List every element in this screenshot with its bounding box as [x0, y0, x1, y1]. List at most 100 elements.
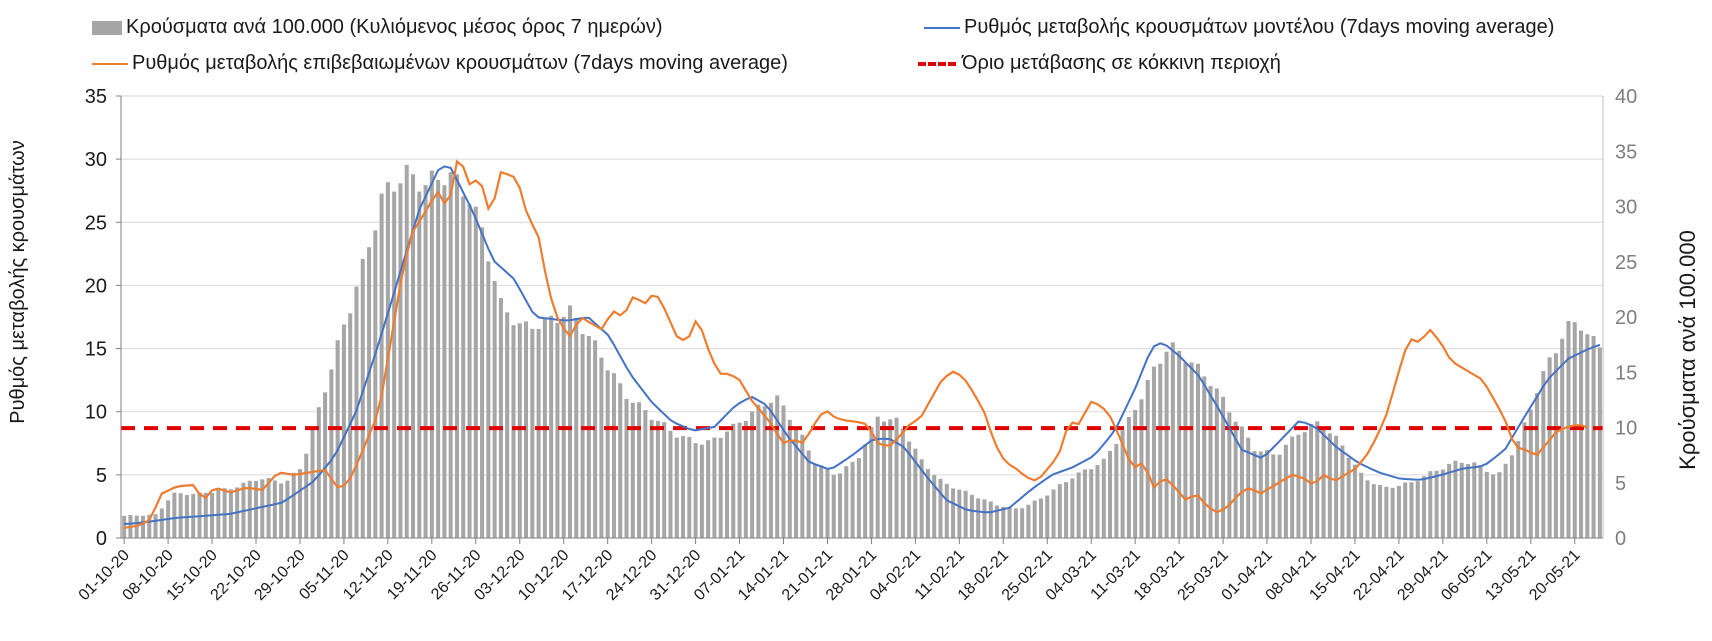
bar [881, 421, 886, 538]
line-series [123, 159, 1601, 529]
bar [1258, 451, 1263, 538]
bar [1277, 454, 1282, 538]
bar [1183, 362, 1188, 538]
left-y-tick-label: 20 [85, 275, 107, 297]
bar [1158, 363, 1163, 538]
bar [750, 411, 755, 538]
bar [1327, 433, 1332, 538]
bar [649, 419, 654, 538]
bar [580, 334, 585, 538]
bar [932, 475, 937, 538]
bar [712, 437, 717, 538]
bar [285, 480, 290, 538]
bar [1145, 379, 1150, 538]
bar [1541, 371, 1546, 538]
bar [511, 325, 516, 538]
bar [373, 230, 378, 538]
left-y-tick-label: 5 [96, 465, 107, 487]
bar [1089, 469, 1094, 538]
bar [1296, 434, 1301, 538]
bar [800, 434, 805, 538]
bar [1522, 422, 1527, 538]
bar [1597, 347, 1602, 538]
bar [1403, 482, 1408, 538]
bar [323, 392, 328, 538]
legend-label-threshold: Όριο μετάβασης σε κόκκινη περιοχή [962, 52, 1281, 74]
legend-swatch-bars [92, 20, 122, 35]
bar [1579, 330, 1584, 538]
bar [492, 281, 497, 538]
bar [1440, 469, 1445, 538]
bar [1591, 335, 1596, 538]
bar [1422, 476, 1427, 538]
bar [706, 440, 711, 538]
bar [1553, 353, 1558, 538]
bar [291, 472, 296, 538]
bar [448, 172, 453, 538]
right-y-tick-label: 0 [1615, 528, 1626, 550]
bar [1491, 474, 1496, 538]
bar [737, 422, 742, 538]
bar [159, 508, 164, 538]
bar [624, 398, 629, 538]
bar [574, 318, 579, 538]
left-y-tick-label: 15 [85, 339, 107, 361]
bar [1484, 471, 1489, 538]
bar [147, 514, 152, 538]
bar [611, 373, 616, 538]
legend-label-bars: Κρούσματα ανά 100.000 (Κυλιόμενος μέσος … [126, 16, 663, 38]
bar [674, 437, 679, 538]
bar [379, 193, 384, 538]
bar [668, 430, 673, 538]
right-y-tick-label: 30 [1615, 197, 1637, 219]
legend-item-bars: Κρούσματα ανά 100.000 (Κυλιόμενος μέσος … [92, 16, 663, 39]
bar [599, 357, 604, 538]
bar [825, 468, 830, 538]
bar [913, 448, 918, 538]
bar [1026, 504, 1031, 538]
bar [1365, 480, 1370, 538]
bar [404, 164, 409, 538]
bar [1214, 388, 1219, 538]
bar [869, 427, 874, 538]
bar [1032, 500, 1037, 538]
bar [951, 488, 956, 538]
bar [1151, 366, 1157, 538]
bar [976, 498, 981, 538]
legend-swatch-model [924, 26, 960, 29]
model-line [124, 165, 1601, 526]
bar [1108, 450, 1113, 538]
bar [316, 407, 321, 538]
bar [938, 478, 943, 538]
bar [756, 404, 761, 538]
bar [1195, 363, 1200, 538]
bar [900, 428, 905, 538]
bar [153, 514, 158, 538]
bar [1164, 351, 1169, 538]
bar [1189, 362, 1194, 538]
legend-swatch-confirmed [92, 62, 128, 65]
legend-item-model: Ρυθμός μεταβολής κρουσμάτων μοντέλου (7d… [924, 16, 1554, 39]
bar [178, 493, 183, 538]
bar [1334, 435, 1339, 538]
bar [398, 183, 403, 538]
bar [787, 419, 792, 538]
bar [1170, 342, 1175, 538]
bar [605, 370, 610, 538]
right-y-tick-label: 15 [1615, 362, 1637, 384]
bar [461, 196, 466, 538]
bar [410, 174, 416, 539]
bar [831, 474, 836, 538]
bar [643, 410, 648, 538]
bar [724, 431, 729, 538]
right-y-tick-labels: 0 5 10 15 20 25 30 35 40 [1615, 86, 1637, 550]
bar [297, 469, 302, 538]
bar [1076, 472, 1081, 538]
bar [894, 417, 899, 538]
bar [1051, 489, 1056, 538]
bar [1465, 464, 1470, 538]
bar [1340, 445, 1345, 538]
bar [329, 369, 334, 538]
bar [1453, 460, 1458, 538]
